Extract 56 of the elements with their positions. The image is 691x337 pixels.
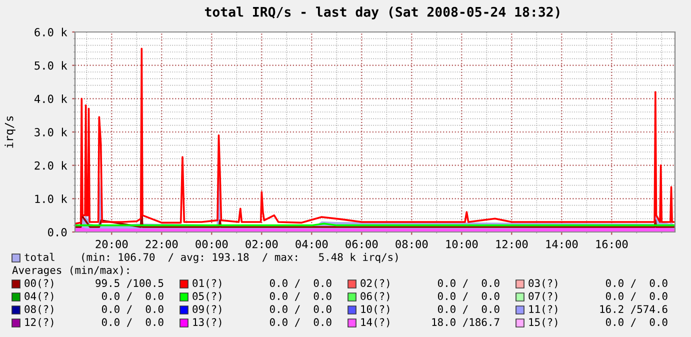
legend-label: 15(?) <box>529 318 558 328</box>
text: 99.5 /100.5 <box>96 279 164 288</box>
x-tick-label: 04:00 <box>296 240 328 248</box>
legend-label: 02(?) <box>360 279 390 288</box>
y-tick-label: 0.0 <box>48 228 67 236</box>
x-tick-label: 22:00 <box>146 240 178 248</box>
legend-label: 12(?) <box>25 318 54 328</box>
y-tick-label: 1.0 k <box>35 194 68 204</box>
x-tick-label: 08:00 <box>396 240 428 248</box>
legend-label: 11(?) <box>529 305 558 314</box>
text: 0.0 / 0.0 <box>438 292 500 301</box>
text: 0.0 / 0.0 <box>438 279 500 288</box>
text: 0.0 / 0.0 <box>270 292 332 301</box>
x-tick-label: 06:00 <box>346 240 378 248</box>
text: 0.0 / 0.0 <box>270 279 332 288</box>
text: 0.0 / 0.0 <box>270 305 332 314</box>
text: 0.0 / 0.0 <box>606 279 668 288</box>
legend-label: total <box>24 252 54 262</box>
y-tick-label: 6.0 k <box>34 28 68 36</box>
legend-label: 00(?) <box>24 279 54 288</box>
x-tick-label: 20:00 <box>96 240 128 248</box>
text: Averages (min/max): <box>12 266 129 276</box>
y-tick-label: 2.0 k <box>34 161 68 170</box>
chart-title: total IRQ/s - last day (Sat 2008-05-24 18:32) <box>204 6 560 20</box>
x-tick-label: 00:00 <box>196 240 228 248</box>
text: 0.0 / 0.0 <box>102 318 164 327</box>
line-series <box>75 48 675 225</box>
text: 16.2 /574.6 <box>600 305 668 314</box>
legend-label: 01(?) <box>192 279 222 288</box>
text: 0.0 / 0.0 <box>102 305 164 314</box>
x-tick-label: 10:00 <box>446 240 478 248</box>
x-tick-label: 16:00 <box>596 240 628 248</box>
text: 0.0 / 0.0 <box>606 318 668 327</box>
y-tick-label: 3.0 k <box>34 128 68 136</box>
text: 18.0 /186.7 <box>432 318 500 327</box>
legend-label: 07(?) <box>528 292 558 302</box>
legend-label: 05(?) <box>192 292 222 302</box>
y-axis-title: irq/s <box>4 116 16 148</box>
text: 0.0 / 0.0 <box>102 292 164 301</box>
x-tick-label: 14:00 <box>546 240 578 248</box>
x-tick-label: 12:00 <box>496 240 528 248</box>
text: 0.0 / 0.0 <box>606 292 668 301</box>
y-tick-label: 4.0 k <box>34 94 68 104</box>
legend-label: 06(?) <box>360 292 390 302</box>
legend-label: 09(?) <box>192 305 222 314</box>
text: 0.0 / 0.0 <box>438 305 500 314</box>
text: (min: 106.70 / avg: 193.18 / max: 5.48 k irq/s) <box>82 252 398 264</box>
legend-label: 03(?) <box>528 279 558 288</box>
y-tick-label: 5.0 k <box>34 61 68 70</box>
legend-label: 10(?) <box>361 305 390 314</box>
legend-label: 14(?) <box>361 318 390 328</box>
text: 0.0 / 0.0 <box>270 318 332 327</box>
legend-label: 13(?) <box>193 318 222 328</box>
x-tick-label: 02:00 <box>246 240 278 248</box>
legend-label: 08(?) <box>24 305 54 314</box>
legend-label: 04(?) <box>24 292 54 302</box>
